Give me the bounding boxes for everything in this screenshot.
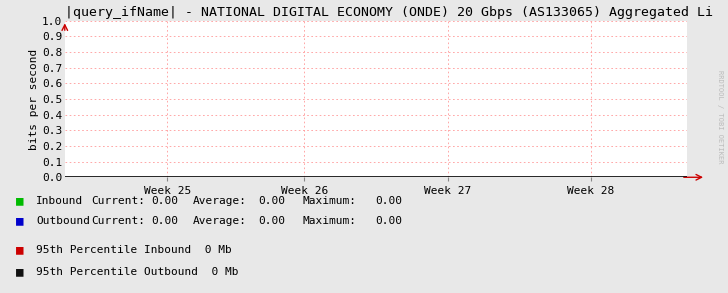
Text: Inbound: Inbound (36, 196, 84, 206)
Text: ■: ■ (16, 243, 23, 256)
Text: 95th Percentile Inbound  0 Mb: 95th Percentile Inbound 0 Mb (36, 245, 232, 255)
Text: Outbound: Outbound (36, 216, 90, 226)
Text: Current:: Current: (91, 216, 145, 226)
Text: 0.00: 0.00 (151, 196, 178, 206)
Text: Maximum:: Maximum: (302, 216, 356, 226)
Text: 0.00: 0.00 (151, 216, 178, 226)
Text: 0.00: 0.00 (375, 196, 402, 206)
Text: 95th Percentile Outbound  0 Mb: 95th Percentile Outbound 0 Mb (36, 267, 239, 277)
Text: 0.00: 0.00 (375, 216, 402, 226)
Text: ■: ■ (16, 265, 23, 278)
Text: Current:: Current: (91, 196, 145, 206)
Text: |query_ifName| - NATIONAL DIGITAL ECONOMY (ONDE) 20 Gbps (AS133065) Aggregated L: |query_ifName| - NATIONAL DIGITAL ECONOM… (65, 6, 713, 19)
Y-axis label: bits per second: bits per second (29, 48, 39, 149)
Text: Average:: Average: (193, 216, 247, 226)
Text: ■: ■ (16, 194, 23, 207)
Text: Maximum:: Maximum: (302, 196, 356, 206)
Text: 0.00: 0.00 (258, 216, 285, 226)
Text: RRDTOOL / TOBI OETIKER: RRDTOOL / TOBI OETIKER (717, 70, 723, 164)
Text: ■: ■ (16, 215, 23, 228)
Text: Average:: Average: (193, 196, 247, 206)
Text: 0.00: 0.00 (258, 196, 285, 206)
